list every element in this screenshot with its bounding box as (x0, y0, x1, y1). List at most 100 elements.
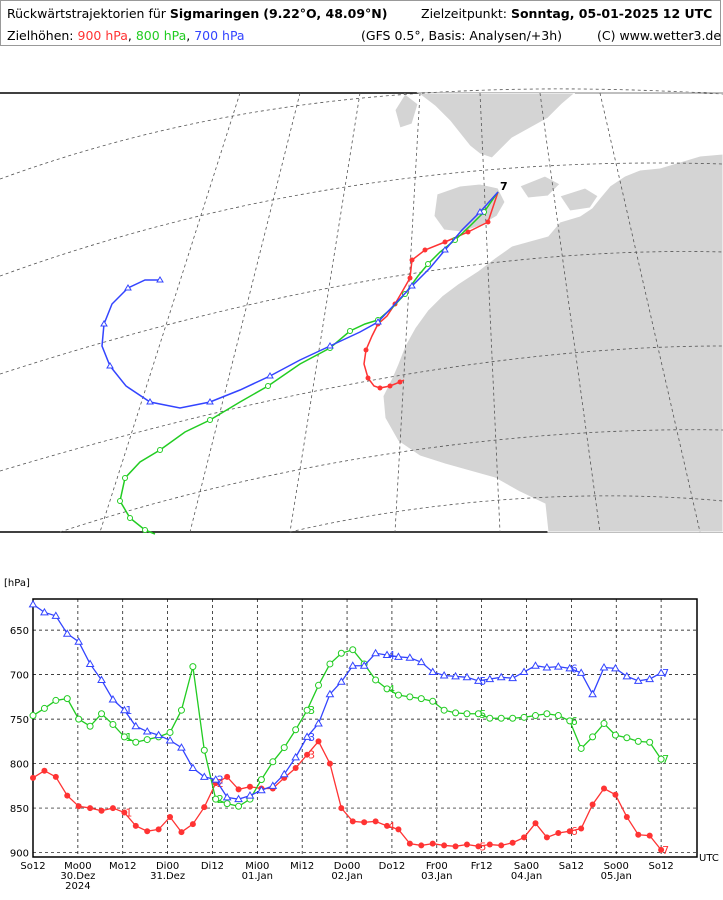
data-point (498, 842, 505, 849)
trajectory-map: 7 (0, 46, 723, 574)
data-point (109, 805, 116, 812)
series-day-label: 1 (125, 704, 132, 717)
x-tick-label: Mi12 (290, 861, 314, 872)
utc-label: UTC (699, 853, 719, 864)
levels-label: Zielhöhen: (7, 28, 74, 43)
data-point (189, 821, 196, 828)
data-point (257, 785, 266, 794)
data-point (142, 727, 152, 735)
data-point (40, 607, 49, 616)
data-point (394, 691, 402, 699)
data-point (235, 786, 242, 793)
data-point (633, 676, 643, 684)
data-point (132, 738, 140, 746)
y-tick-label: 800 (10, 760, 29, 771)
data-point (589, 801, 596, 808)
series-700-hpa: 1 2 3 4 5 6 7 (28, 599, 669, 803)
x-tick-label: Fr12 (471, 861, 493, 872)
source-label: (GFS 0.5°, Basis: Analysen/+3h) (361, 28, 563, 43)
data-point (52, 696, 60, 704)
data-point (554, 712, 562, 720)
data-point (645, 674, 655, 683)
data-point (578, 825, 585, 832)
data-point (372, 818, 379, 825)
series-day-label: 4 (388, 820, 395, 833)
data-point (51, 611, 61, 619)
data-point (292, 765, 299, 772)
series-day-label: 5 (479, 840, 486, 853)
data-point (291, 752, 301, 761)
y-tick-label: 700 (10, 671, 29, 682)
data-point (384, 822, 391, 829)
data-point (144, 828, 151, 835)
data-point (212, 795, 220, 803)
data-point (75, 715, 83, 723)
data-point (361, 819, 368, 826)
data-point (167, 813, 174, 820)
data-point (359, 661, 369, 669)
data-point (566, 828, 573, 835)
data-point (623, 734, 631, 742)
data-point (634, 737, 642, 745)
x-tick-label: Fr00 (426, 861, 448, 872)
data-point (417, 695, 425, 703)
data-point (475, 843, 482, 850)
data-point (429, 840, 436, 847)
data-point (600, 720, 608, 728)
data-point (86, 722, 94, 730)
data-point (325, 689, 335, 698)
data-point (508, 673, 518, 682)
target-time-line: Zielzeitpunkt: Sonntag, 05-01-2025 12 UT… (421, 6, 712, 21)
data-point (658, 846, 665, 853)
data-point (463, 710, 471, 718)
copyright-label: (C) www.wetter3.de (597, 28, 722, 43)
series-day-label: 2 (217, 793, 224, 806)
location-name: Sigmaringen (169, 6, 260, 21)
map-land (382, 92, 723, 533)
data-point (30, 774, 36, 781)
data-point (646, 738, 654, 746)
data-point (463, 841, 470, 848)
data-point (474, 676, 483, 684)
series-day-label: 3 (308, 749, 315, 762)
series-800-hpa: 1 2 3 4 5 6 7 (29, 646, 669, 810)
data-point (188, 763, 198, 772)
data-point (326, 760, 333, 767)
data-point (406, 693, 414, 701)
data-point (62, 629, 72, 637)
data-point (224, 773, 231, 780)
data-point (646, 832, 653, 839)
data-point (143, 736, 151, 744)
data-point (41, 767, 48, 774)
data-point (635, 831, 642, 838)
data-point (521, 834, 528, 841)
target-label: Zielzeitpunkt: (421, 6, 507, 21)
data-point (292, 726, 300, 734)
data-point (474, 710, 482, 718)
series-day-label: 6 (571, 825, 578, 838)
data-point (326, 660, 334, 668)
data-point (452, 843, 459, 850)
data-point (486, 841, 493, 848)
x-tick-label: Di00 (156, 861, 179, 872)
data-point (462, 672, 472, 681)
data-point (612, 791, 619, 798)
data-point (74, 637, 84, 645)
y-tick-label: 750 (10, 715, 29, 726)
data-point (166, 728, 174, 736)
series-day-label: 4 (388, 649, 395, 662)
x-tick-label: Sa12 (559, 861, 584, 872)
series-day-label: 1 (125, 807, 132, 820)
data-point (234, 794, 243, 803)
data-point (315, 681, 323, 689)
data-point (269, 758, 277, 766)
data-point (348, 661, 358, 669)
data-point (532, 820, 539, 827)
data-point (98, 710, 106, 718)
data-point (371, 648, 380, 657)
data-point (87, 805, 94, 812)
data-point (97, 675, 106, 683)
data-point (199, 772, 209, 780)
data-point (131, 721, 141, 730)
data-point (177, 706, 185, 714)
